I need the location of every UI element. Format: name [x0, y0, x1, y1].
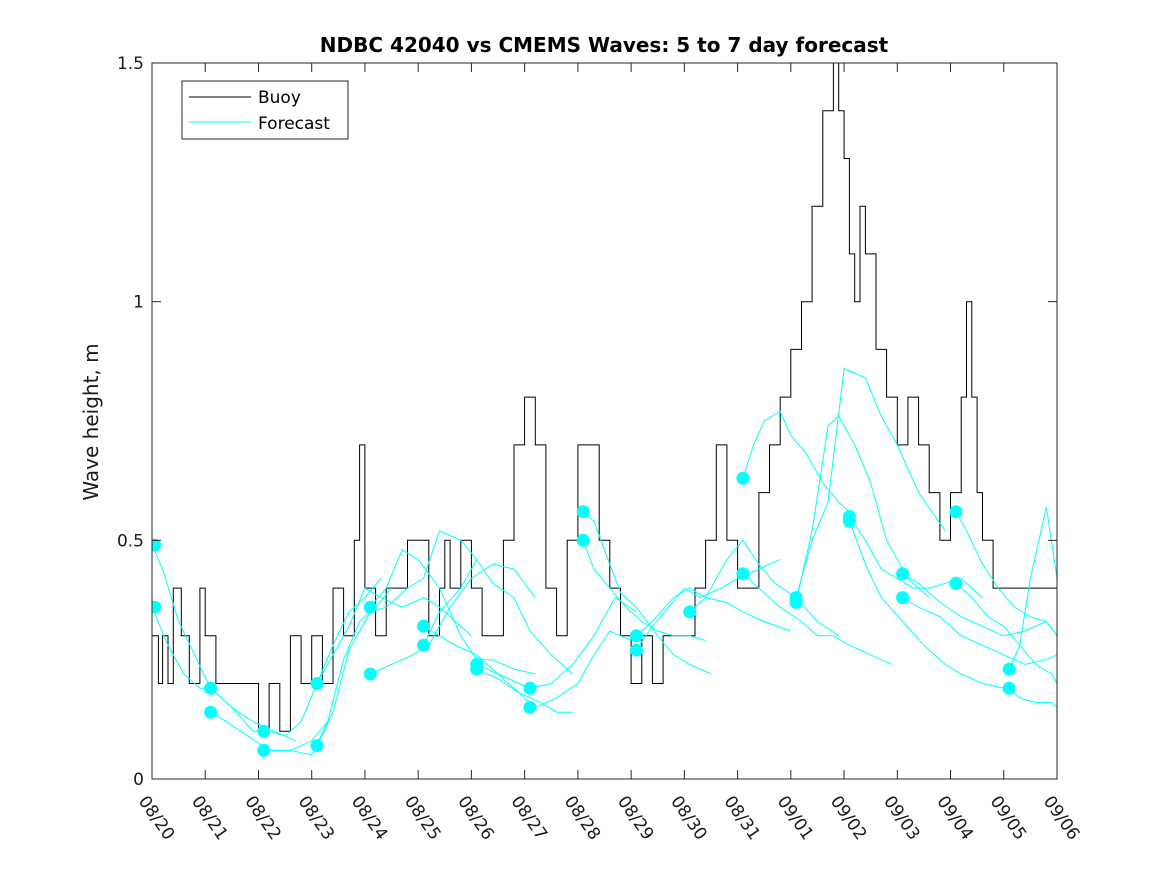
- series-line-forecast-run-21: [795, 367, 946, 598]
- plot-frame: [151, 62, 1058, 780]
- series-line-forecast-run-7: [316, 530, 478, 746]
- forecast-start-marker-9: [363, 600, 377, 614]
- forecast-start-marker-23: [736, 567, 750, 581]
- series-line-forecast-run-26: [902, 597, 1057, 665]
- forecast-start-marker-19: [629, 629, 643, 643]
- forecast-start-marker-30: [949, 505, 963, 519]
- series-line-forecast-run-4: [268, 578, 382, 737]
- y-tick-label: 1: [133, 293, 144, 313]
- forecast-start-marker-28: [896, 567, 910, 581]
- legend: Buoy Forecast: [181, 80, 349, 140]
- forecast-start-marker-16: [523, 700, 537, 714]
- forecast-start-marker-5: [257, 724, 271, 738]
- series-line-forecast-run-20: [742, 573, 893, 665]
- series-line-forecast-run-19: [742, 410, 856, 517]
- forecast-start-marker-22: [736, 471, 750, 485]
- series-line-forecast-run-17: [635, 558, 781, 651]
- forecast-start-marker-15: [523, 681, 537, 695]
- forecast-start-marker-17: [576, 505, 590, 519]
- series-line-forecast-run-12: [476, 596, 637, 689]
- series-line-forecast-run-9: [369, 549, 536, 675]
- forecast-start-marker-4: [204, 705, 218, 719]
- forecast-start-marker-18: [576, 533, 590, 547]
- series-line-forecast-run-25: [902, 573, 1057, 637]
- forecast-start-marker-14: [470, 662, 484, 676]
- series-line-forecast-run-8: [370, 563, 536, 675]
- legend-label-forecast: Forecast: [258, 114, 330, 134]
- series-line-forecast-run-29: [1008, 506, 1057, 670]
- legend-label-buoy: Buoy: [258, 88, 301, 108]
- series-line-forecast-run-18: [689, 539, 839, 637]
- series-line-forecast-run-13: [476, 630, 632, 708]
- series-line-forecast-run-14: [582, 511, 712, 675]
- forecast-start-marker-10: [363, 667, 377, 681]
- legend-box: [181, 80, 349, 140]
- forecast-start-marker-2: [152, 600, 162, 614]
- y-tick-label: 1.5: [117, 54, 144, 74]
- series-line-forecast-run-15: [582, 540, 706, 642]
- plot-series: [152, 63, 1057, 757]
- forecast-start-marker-6: [257, 743, 271, 757]
- forecast-start-marker-12: [417, 638, 430, 652]
- series-line-forecast-run-28: [955, 582, 1057, 684]
- series-line-forecast-run-24: [848, 521, 1004, 689]
- y-tick-label: 0.5: [117, 531, 144, 551]
- forecast-start-marker-21: [683, 605, 697, 619]
- forecast-start-marker-25: [789, 595, 803, 609]
- series-line-forecast-run-1: [152, 544, 270, 732]
- series-line-forecast-run-30: [1008, 687, 1057, 708]
- forecast-start-marker-1: [152, 538, 162, 552]
- forecast-start-marker-11: [417, 619, 430, 633]
- forecast-start-marker-3: [204, 681, 218, 695]
- forecast-start-marker-33: [1002, 681, 1016, 695]
- forecast-start-marker-8: [310, 739, 324, 753]
- y-axis-label: Wave height, m: [79, 343, 103, 500]
- chart-title: NDBC 42040 vs CMEMS Waves: 5 to 7 day fo…: [320, 33, 889, 57]
- series-line-forecast-run-22: [795, 415, 930, 603]
- forecast-start-marker-32: [1002, 662, 1016, 676]
- forecast-start-marker-29: [896, 591, 910, 605]
- forecast-start-marker-20: [629, 643, 643, 657]
- forecast-start-marker-7: [310, 677, 324, 690]
- forecast-start-marker-31: [949, 576, 963, 590]
- y-tick-label: 0: [133, 770, 144, 790]
- series-line-forecast-run-27: [955, 511, 1057, 637]
- series-line-buoy: [152, 63, 1057, 732]
- forecast-start-marker-27: [842, 514, 856, 528]
- series-line-forecast-run-11: [423, 558, 573, 675]
